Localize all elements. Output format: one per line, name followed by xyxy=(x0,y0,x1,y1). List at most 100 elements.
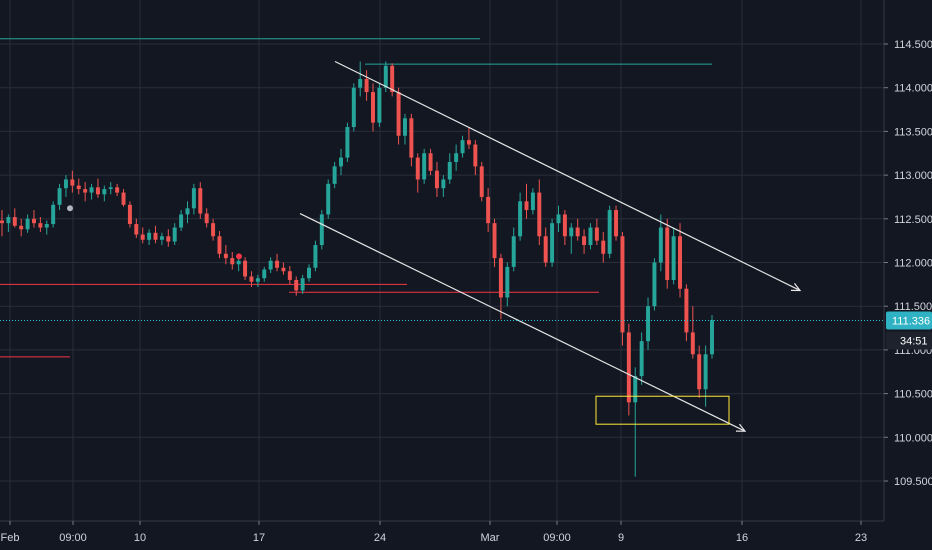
candle-body xyxy=(671,236,676,280)
candle-body xyxy=(454,153,459,162)
candle-body xyxy=(262,269,267,279)
candle-body xyxy=(76,185,81,190)
candle-body xyxy=(25,218,30,230)
candle-body xyxy=(38,223,43,228)
candle-body xyxy=(345,127,350,158)
trendlines-layer xyxy=(299,60,802,432)
candle-body xyxy=(95,187,100,195)
candle-body xyxy=(326,183,331,215)
candle-body xyxy=(518,201,523,237)
candle-body xyxy=(396,92,401,136)
candle-body xyxy=(678,236,683,289)
candle-body xyxy=(255,278,260,282)
candle-body xyxy=(51,204,56,225)
price-tick-label: 114.000 xyxy=(894,83,932,95)
candle-body xyxy=(415,157,420,180)
event-marker-icon xyxy=(67,205,73,212)
candle-body xyxy=(441,179,446,189)
candle-body xyxy=(204,213,209,224)
candle-body xyxy=(639,341,644,377)
candle-body xyxy=(281,267,286,272)
event-marker-icon xyxy=(236,253,242,260)
chart-grid xyxy=(0,0,884,521)
candle-body xyxy=(172,227,177,242)
candles-layer xyxy=(0,61,714,477)
candle-body xyxy=(332,166,337,184)
candle-body xyxy=(166,236,171,242)
candle-body xyxy=(607,210,612,254)
candle-body xyxy=(121,192,126,205)
time-tick-label: Mar xyxy=(481,532,500,544)
candle-body xyxy=(179,214,184,228)
candle-body xyxy=(236,260,241,265)
candle-body xyxy=(0,220,4,224)
price-tick-label: 112.000 xyxy=(894,258,932,270)
candle-body xyxy=(575,227,580,237)
candle-body xyxy=(697,354,702,390)
candle-body xyxy=(211,223,216,237)
time-axis-background xyxy=(0,521,932,550)
candle-body xyxy=(594,227,599,241)
candle-body xyxy=(486,196,491,224)
candle-body xyxy=(83,189,88,193)
support-zone-box xyxy=(595,395,730,425)
price-axis-background xyxy=(884,0,932,550)
candle-body xyxy=(44,224,49,228)
candle-body xyxy=(358,78,363,88)
candle-body xyxy=(390,65,395,93)
candle-body xyxy=(319,214,324,246)
candle-body xyxy=(479,166,484,197)
candle-body xyxy=(307,267,312,279)
candle-body xyxy=(230,258,235,265)
candle-body xyxy=(313,245,318,268)
candle-body xyxy=(460,140,465,154)
candle-body xyxy=(287,271,292,280)
candle-body xyxy=(364,78,369,93)
trendline-arrow-icon xyxy=(735,423,747,432)
candle-body xyxy=(620,236,625,333)
time-tick-label: 16 xyxy=(736,532,748,544)
candle-body xyxy=(243,260,248,277)
bar-countdown-value: 34:51 xyxy=(900,336,928,348)
time-tick-label: 17 xyxy=(253,532,265,544)
horizontal-lines xyxy=(0,38,712,358)
time-axis[interactable]: Feb 09:00 10 17 24 Mar 09:00 9 16 23 xyxy=(0,520,932,550)
time-tick-label: Feb xyxy=(1,532,20,544)
candle-body xyxy=(115,187,120,193)
candle-body xyxy=(582,236,587,246)
candle-body xyxy=(63,179,68,189)
time-tick-label: 09:00 xyxy=(59,532,87,544)
current-price-value: 111.336 xyxy=(892,316,930,328)
candle-body xyxy=(466,140,471,145)
candle-body xyxy=(147,232,152,240)
candle-body xyxy=(140,234,145,240)
time-tick-label: 10 xyxy=(134,532,146,544)
candle-body xyxy=(658,227,663,263)
candle-body xyxy=(422,153,427,180)
time-tick-label: 24 xyxy=(374,532,386,544)
candle-body xyxy=(556,214,561,224)
candle-body xyxy=(588,227,593,246)
candle-body xyxy=(524,201,529,211)
candle-body xyxy=(185,208,190,215)
candle-body xyxy=(690,332,695,355)
candle-body xyxy=(102,189,107,195)
candle-body xyxy=(402,118,407,136)
price-axis[interactable]: 114.500 114.000 113.500 113.000 112.500 112.0… xyxy=(883,0,932,550)
price-tick-label: 112.500 xyxy=(894,214,932,226)
candle-body xyxy=(300,278,305,291)
candle-body xyxy=(377,87,382,123)
time-tick-label: 9 xyxy=(618,532,624,544)
candle-body xyxy=(562,214,567,237)
candle-body xyxy=(530,192,535,211)
time-tick-label: 09:00 xyxy=(543,532,571,544)
candle-body xyxy=(473,144,478,167)
candle-body xyxy=(268,260,273,270)
candle-body xyxy=(434,170,439,189)
candle-body xyxy=(12,217,17,226)
candle-body xyxy=(684,288,689,333)
candle-body xyxy=(249,276,254,282)
price-tick-label: 110.500 xyxy=(894,389,932,401)
